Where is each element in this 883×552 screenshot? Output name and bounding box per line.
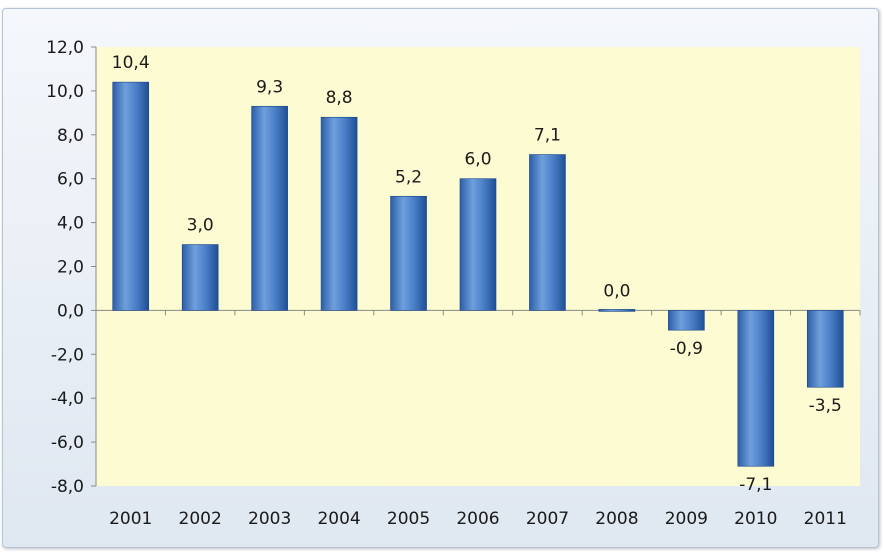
bar-2008 [598, 309, 636, 312]
x-tick-label-2002: 2002 [179, 509, 222, 529]
x-tick-label-2010: 2010 [734, 509, 777, 529]
bar-2006 [459, 178, 497, 311]
bar-2011 [806, 310, 844, 388]
bar-2004 [320, 116, 358, 311]
data-label-2002: 3,0 [187, 216, 214, 236]
bars [112, 81, 844, 467]
y-tick-label: 8,0 [57, 126, 84, 146]
data-label-2003: 9,3 [256, 77, 283, 97]
y-tick-label: 0,0 [57, 301, 84, 321]
data-label-2010: -7,1 [739, 475, 772, 495]
data-label-2005: 5,2 [395, 167, 422, 187]
y-tick-label: -2,0 [51, 345, 84, 365]
x-tick-label-2005: 2005 [387, 509, 430, 529]
y-tick-label: 6,0 [57, 170, 84, 190]
x-tick-label-2003: 2003 [248, 509, 291, 529]
y-tick-label: -6,0 [51, 433, 84, 453]
x-tick-label-2006: 2006 [456, 509, 499, 529]
data-label-2001: 10,4 [112, 53, 150, 73]
data-label-2009: -0,9 [670, 339, 703, 359]
y-tick-label: -4,0 [51, 389, 84, 409]
labels: 12,0 10,0 8,0 6,0 4,0 2,0 0,0 -2,0 -4,0 -6,0 -8,0 1… [46, 38, 847, 529]
bar-2001 [112, 81, 150, 311]
bar-2002 [181, 244, 219, 311]
data-label-2004: 8,8 [326, 88, 353, 108]
y-tick-label: 10,0 [46, 82, 84, 102]
data-label-2006: 6,0 [464, 150, 491, 170]
data-label-2008: 0,0 [603, 281, 630, 301]
bar-2005 [390, 195, 427, 311]
x-tick-label-2011: 2011 [804, 509, 847, 529]
bar-2007 [529, 154, 566, 311]
x-tick-label-2004: 2004 [317, 509, 360, 529]
x-tick-label-2007: 2007 [526, 509, 569, 529]
x-tick-label-2009: 2009 [665, 509, 708, 529]
y-tick-label: 12,0 [46, 38, 84, 58]
bar-2010 [737, 310, 775, 467]
y-tick-label: 2,0 [57, 258, 84, 278]
x-tick-label-2001: 2001 [109, 509, 152, 529]
data-label-2011: -3,5 [809, 396, 842, 416]
y-tick-label: -8,0 [51, 477, 84, 497]
bar-2003 [251, 105, 288, 311]
bar-2009 [668, 310, 705, 331]
y-tick-label: 4,0 [57, 214, 84, 234]
x-tick-label-2008: 2008 [595, 509, 638, 529]
data-label-2007: 7,1 [534, 126, 561, 146]
